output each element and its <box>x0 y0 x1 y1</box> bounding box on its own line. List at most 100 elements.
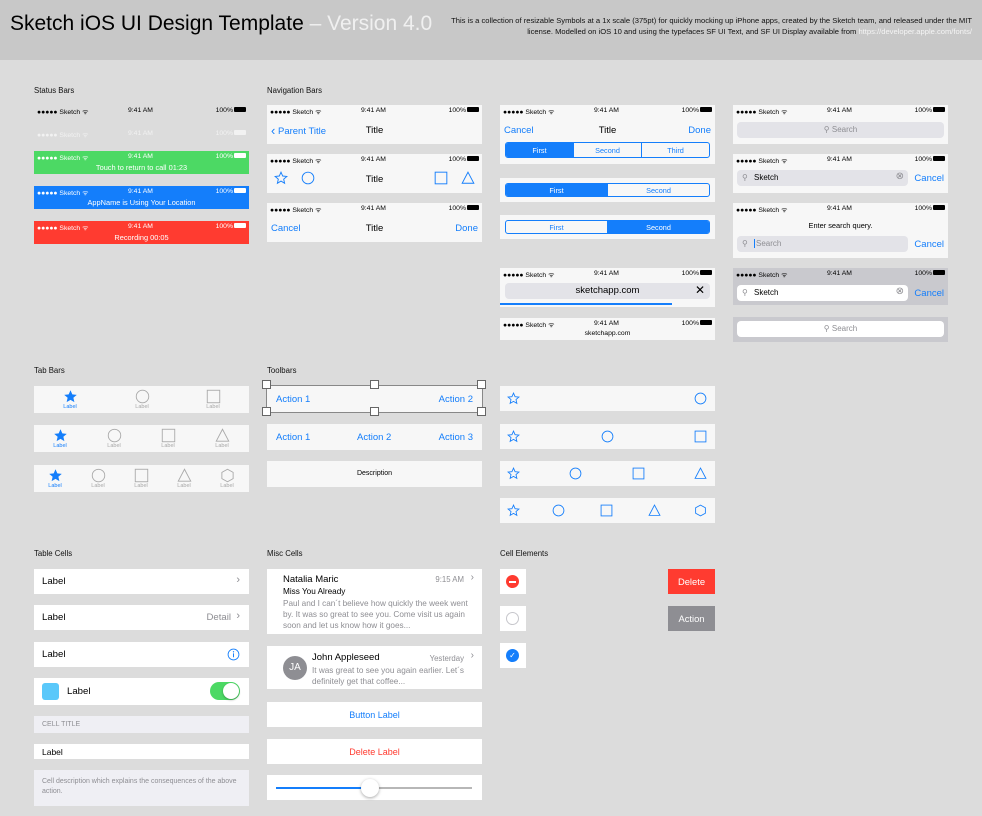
empty-circle-icon[interactable] <box>506 612 519 625</box>
cancel-button[interactable]: Cancel <box>271 223 301 234</box>
action-2-button[interactable]: Action 2 <box>438 394 473 405</box>
circle-icon[interactable] <box>552 504 565 517</box>
battery-indicator: 100% <box>682 270 712 277</box>
triangle-icon[interactable] <box>648 504 661 517</box>
star-outline-icon[interactable] <box>274 171 288 185</box>
battery-icon <box>234 223 246 228</box>
tab-label: Label <box>161 443 175 449</box>
slider-thumb[interactable] <box>361 779 380 797</box>
tab-bar-4: Label Label Label Label <box>34 425 249 452</box>
toggle-switch[interactable] <box>210 682 240 700</box>
search-placeholder: ⚲ Search <box>737 324 944 333</box>
url-field[interactable]: sketchapp.com ✕ <box>505 283 710 299</box>
swipe-action-button[interactable]: Action <box>668 606 715 631</box>
search-input[interactable]: ⚲ Search <box>737 236 908 252</box>
tab-item-1[interactable]: Label <box>60 389 80 410</box>
action-1-button[interactable]: Action 1 <box>276 432 311 443</box>
square-icon[interactable] <box>600 504 613 517</box>
circle-icon[interactable] <box>301 171 315 185</box>
location-status-bar[interactable]: ●●●●● Sketch ᯤ 9:41 AM 100% AppName is U… <box>34 186 249 209</box>
table-cell-plain[interactable]: Label <box>34 744 249 759</box>
tab-item-5[interactable]: Label <box>217 468 237 489</box>
swipe-delete-button[interactable]: Delete <box>668 569 715 594</box>
segment-second[interactable]: Second <box>573 143 641 157</box>
in-call-status-bar[interactable]: ●●●●● Sketch ᯤ 9:41 AM 100% Touch to ret… <box>34 151 249 174</box>
carrier-text: ●●●●● Sketch ᯤ <box>503 109 555 116</box>
clear-icon[interactable]: ⊗ <box>895 286 904 297</box>
tab-item-2[interactable]: Label <box>88 468 108 489</box>
segment-second[interactable]: Second <box>607 221 709 233</box>
search-cancel-button[interactable]: Cancel <box>914 288 944 299</box>
checkmark-circle-icon[interactable]: ✓ <box>506 649 519 662</box>
star-outline-icon[interactable] <box>507 392 520 405</box>
star-outline-icon[interactable] <box>507 467 520 480</box>
segment-second[interactable]: Second <box>607 184 709 196</box>
search-input[interactable]: ⚲ Sketch ⊗ <box>737 285 908 301</box>
tab-item-1[interactable]: Label <box>45 468 65 489</box>
circle-icon[interactable] <box>694 392 707 405</box>
hexagon-icon[interactable] <box>694 504 707 517</box>
square-icon[interactable] <box>434 171 448 185</box>
cancel-button[interactable]: Cancel <box>504 125 534 136</box>
search-input[interactable]: ⚲ Search <box>737 122 944 138</box>
triangle-icon[interactable] <box>461 171 475 185</box>
clear-icon[interactable]: ⊗ <box>895 171 904 182</box>
action-3-button[interactable]: Action 3 <box>438 432 473 443</box>
message-cell-avatar[interactable]: JA John Appleseed Yesterday › It was gre… <box>267 646 482 689</box>
message-preview: It was great to see you again earlier. L… <box>312 666 465 686</box>
resize-handle[interactable] <box>477 407 486 416</box>
tab-item-3[interactable]: Label <box>131 468 151 489</box>
url-small-text[interactable]: sketchapp.com <box>584 330 631 337</box>
square-icon[interactable] <box>632 467 645 480</box>
tab-item-2[interactable]: Label <box>132 389 152 410</box>
resize-handle[interactable] <box>370 407 379 416</box>
table-cell-disclosure[interactable]: Label › <box>34 569 249 594</box>
search-cancel-button[interactable]: Cancel <box>914 239 944 250</box>
tab-item-4[interactable]: Label <box>174 468 194 489</box>
triangle-icon[interactable] <box>694 467 707 480</box>
table-cell-detail[interactable]: Label Detail › <box>34 605 249 630</box>
star-outline-icon[interactable] <box>507 430 520 443</box>
resize-handle[interactable] <box>262 407 271 416</box>
tab-item-3[interactable]: Label <box>203 389 223 410</box>
status-bar: ●●●●● Sketch ᯤ 9:41 AM 100% <box>500 268 715 280</box>
info-icon[interactable] <box>227 648 240 661</box>
message-cell[interactable]: Natalia Maric 9:15 AM › Miss You Already… <box>267 569 482 634</box>
header-description: This is a collection of resizable Symbol… <box>427 15 972 37</box>
resize-handle[interactable] <box>477 380 486 389</box>
segment-first[interactable]: First <box>506 184 607 196</box>
close-icon[interactable]: ✕ <box>694 283 705 297</box>
done-button[interactable]: Done <box>688 125 711 136</box>
tab-label: Label <box>107 443 121 449</box>
table-cell-info[interactable]: Label <box>34 642 249 667</box>
fonts-link[interactable]: https://developer.apple.com/fonts/ <box>858 27 972 36</box>
button-cell[interactable]: Button Label <box>267 702 482 727</box>
carrier-text: ●●●●● Sketch ᯤ <box>736 109 788 116</box>
back-button[interactable]: ‹ Parent Title <box>271 123 326 138</box>
delete-button-cell[interactable]: Delete Label <box>267 739 482 764</box>
recording-status-bar[interactable]: ●●●●● Sketch ᯤ 9:41 AM 100% Recording 00… <box>34 221 249 244</box>
square-icon[interactable] <box>694 430 707 443</box>
page-title: Sketch iOS UI Design Template – Version … <box>10 12 432 36</box>
status-bar: ●●●●● Sketch ᯤ 9:41 AM 100% <box>267 105 482 117</box>
circle-icon[interactable] <box>601 430 614 443</box>
search-input[interactable]: ⚲ Sketch ⊗ <box>737 170 908 186</box>
star-outline-icon[interactable] <box>507 504 520 517</box>
minus-circle-icon[interactable] <box>506 575 519 588</box>
segment-first[interactable]: First <box>549 222 564 232</box>
resize-handle[interactable] <box>370 380 379 389</box>
resize-handle[interactable] <box>262 380 271 389</box>
search-cancel-button[interactable]: Cancel <box>914 173 944 184</box>
segment-third[interactable]: Third <box>641 143 709 157</box>
search-input[interactable]: ⚲ Search <box>737 321 944 337</box>
action-2-button[interactable]: Action 2 <box>357 432 392 443</box>
circle-icon[interactable] <box>569 467 582 480</box>
tab-item-3[interactable]: Label <box>158 428 178 449</box>
tab-item-2[interactable]: Label <box>104 428 124 449</box>
tab-item-4[interactable]: Label <box>212 428 232 449</box>
tab-item-1[interactable]: Label <box>50 428 70 449</box>
segment-first[interactable]: First <box>506 143 573 157</box>
minus-bar <box>509 581 516 583</box>
action-1-button[interactable]: Action 1 <box>276 394 311 405</box>
done-button[interactable]: Done <box>455 223 478 234</box>
